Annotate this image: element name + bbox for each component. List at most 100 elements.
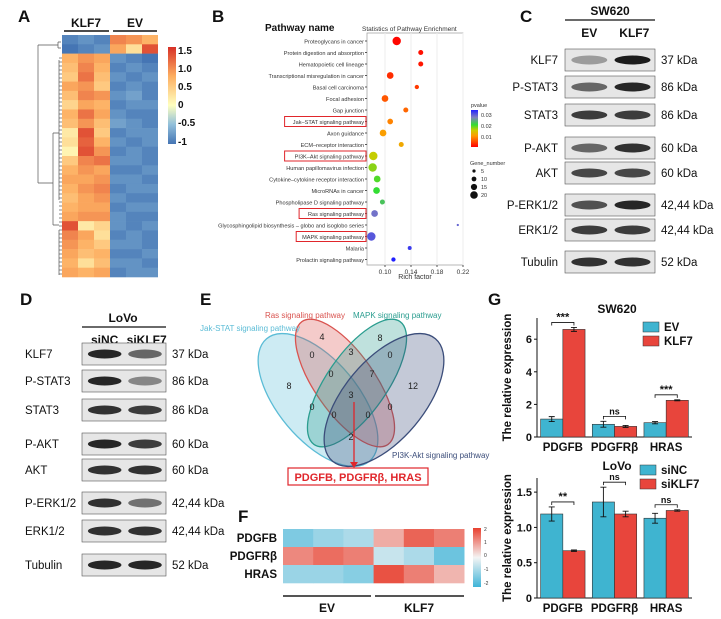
protein-band xyxy=(87,498,122,508)
heatmap-a-cell xyxy=(126,100,142,110)
heatmap-a-cell xyxy=(94,128,110,138)
heatmap-a-cell xyxy=(62,156,78,166)
protein-label: KLF7 xyxy=(25,349,53,361)
cell-line-label: SW620 xyxy=(590,4,630,18)
panel-label-f: F xyxy=(238,507,248,526)
heatmap-f-cell xyxy=(434,565,465,584)
size-legend-label: 20 xyxy=(481,193,487,199)
protein-band xyxy=(614,225,651,235)
heatmap-a-cell xyxy=(78,183,94,194)
heatmap-a-cell xyxy=(94,53,110,64)
protein-band xyxy=(128,405,162,415)
colorbar-tick: 0 xyxy=(484,553,487,559)
heatmap-a-cell xyxy=(142,267,158,278)
heatmap-a-cell xyxy=(62,146,78,157)
heatmap-a-cell xyxy=(78,90,94,101)
venn-set-label: PI3K-Akt signaling pathway xyxy=(392,451,489,460)
protein-band xyxy=(87,439,122,449)
protein-label: ERK1/2 xyxy=(518,225,558,237)
blot-strip xyxy=(81,458,167,482)
heatmap-f-cell xyxy=(403,529,435,548)
heatmap-f-cell xyxy=(313,565,344,584)
significance-label: ns xyxy=(609,472,620,482)
heatmap-a-cell xyxy=(62,267,78,278)
molecular-weight-label: 52 kDa xyxy=(172,560,209,572)
colorbar-tick: 1.0 xyxy=(178,64,192,75)
cell-line-label: LoVo xyxy=(108,311,137,325)
gene-label: PDGFB xyxy=(237,533,277,545)
western-c: SW620 EV KLF7 KLF7 37 kDa P-STAT3 86 kDa STAT3 8… xyxy=(507,4,714,274)
heatmap-a-cell xyxy=(110,118,126,129)
heatmap-a-cell xyxy=(142,53,158,64)
protein-band xyxy=(87,349,122,359)
molecular-weight-label: 86 kDa xyxy=(172,405,209,417)
enrichment-dot xyxy=(371,210,378,217)
heatmap-a-cell xyxy=(94,165,110,175)
enrichment-dot xyxy=(456,223,459,227)
heatmap-a-cell xyxy=(94,100,110,110)
heatmap-a-cell xyxy=(142,156,158,166)
error-bar xyxy=(652,512,659,524)
pathway-label: Proteoglycans in cancer xyxy=(304,39,364,45)
molecular-weight-label: 42,44 kDa xyxy=(172,526,225,538)
heatmap-a-cell xyxy=(126,62,142,73)
pvalue-colorbar xyxy=(471,110,478,147)
heatmap-a-cell xyxy=(94,81,110,92)
heatmap-a-cell xyxy=(62,53,78,64)
heatmap-a-cell xyxy=(142,221,158,231)
molecular-weight-label: 42,44 kDa xyxy=(172,498,225,510)
venn-count: 0 xyxy=(309,402,314,412)
heatmap-a-cell xyxy=(142,211,158,222)
enrichment-dot xyxy=(373,175,381,183)
y-tick-label: 1.5 xyxy=(517,487,532,499)
colorbar-tick: 0 xyxy=(178,100,184,111)
heatmap-a-cell xyxy=(110,53,126,64)
pathway-label: Prolactin signaling pathway xyxy=(296,258,364,264)
heatmap-a-cell xyxy=(126,118,142,129)
venn-count: 0 xyxy=(331,410,336,420)
heatmap-a-cell xyxy=(142,249,158,259)
blot-strip xyxy=(81,553,167,577)
heatmap-a-cell xyxy=(142,72,158,82)
legend-swatch xyxy=(642,321,660,333)
panel-label-a: A xyxy=(18,7,30,26)
pvalue-legend-title: pvalue xyxy=(471,103,487,109)
y-tick-label: 6 xyxy=(526,334,532,346)
pathway-label: Basal cell carcinoma xyxy=(313,85,365,91)
heatmap-f-colorbar xyxy=(473,528,481,587)
heatmap-a-cell xyxy=(94,156,110,166)
heatmap-a-cell xyxy=(110,109,126,120)
enrichment-dot xyxy=(379,129,387,137)
blot-strip xyxy=(81,432,167,456)
category-label: HRAS xyxy=(650,603,683,615)
legend-swatch xyxy=(642,335,660,347)
blot-strip xyxy=(564,161,656,185)
panel-label-g: G xyxy=(488,290,501,309)
heatmap-a-cell xyxy=(126,156,142,166)
heatmap-a-cell xyxy=(78,128,94,138)
legend-label: EV xyxy=(664,322,680,334)
heatmap-a-cell xyxy=(142,230,158,241)
error-bar xyxy=(674,509,681,512)
legend-swatch xyxy=(639,478,657,490)
error-bar xyxy=(548,506,555,522)
heatmap-a-cell xyxy=(78,249,94,259)
heatmap-a-cell xyxy=(126,249,142,259)
significance-bracket xyxy=(602,415,627,420)
bar-klf7 xyxy=(665,400,689,438)
heatmap-a-cell xyxy=(110,146,126,157)
error-bar xyxy=(622,510,629,518)
heatmap-a-cell xyxy=(126,211,142,222)
venn-count: 0 xyxy=(365,410,370,420)
heatmap-a-cell xyxy=(62,35,78,45)
heatmap-a-cell xyxy=(126,165,142,175)
heatmap-a-cell xyxy=(94,109,110,120)
heatmap-a-cell xyxy=(110,35,126,45)
pathway-label: Malaria xyxy=(346,246,365,252)
category-label: PDGFRβ xyxy=(591,442,638,454)
protein-band xyxy=(87,465,122,475)
colorbar-tick: -1 xyxy=(484,567,489,573)
protein-band xyxy=(614,257,651,267)
heatmap-f-cell xyxy=(434,529,465,548)
